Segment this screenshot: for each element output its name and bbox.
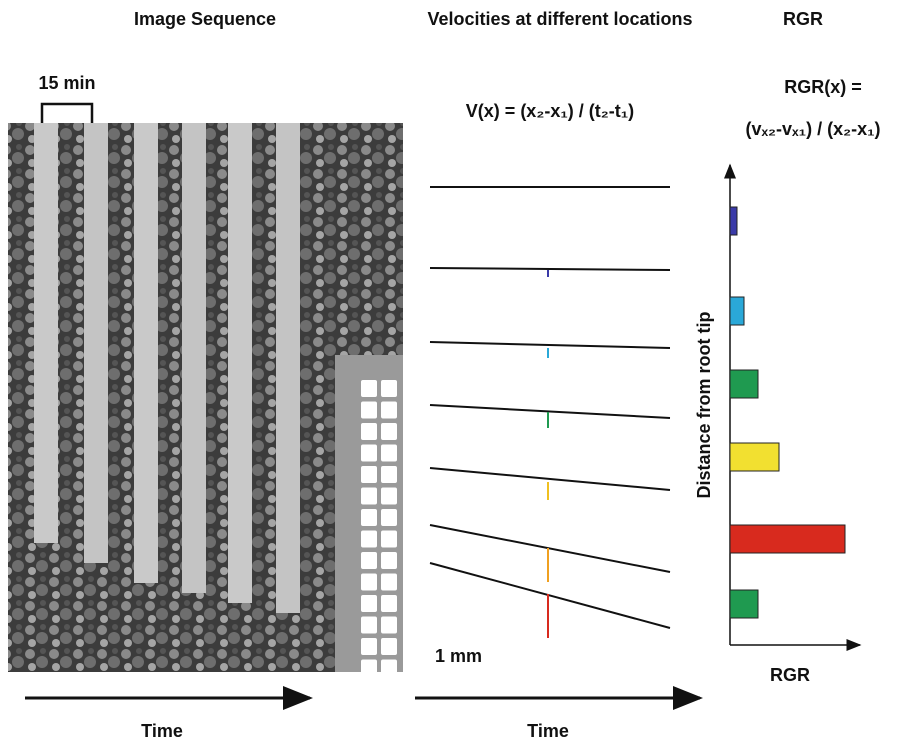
bar [729, 442, 780, 472]
grid-square [361, 466, 377, 483]
grid-square [381, 487, 397, 505]
grid-square [381, 423, 397, 440]
grid-square [361, 530, 377, 548]
grid-square [381, 466, 397, 483]
y-axis-label: Distance from root tip [694, 311, 714, 498]
grid-square [381, 444, 397, 462]
x-axis-label: Time [141, 721, 183, 741]
grid-square [381, 638, 397, 655]
grid-square [361, 638, 377, 655]
grid-square [361, 616, 377, 634]
bar [729, 369, 759, 399]
grid-square [361, 444, 377, 462]
grid-square [381, 401, 397, 419]
title: Velocities at different locations [427, 9, 692, 29]
formula: (vₓ₂-vₓ₁) / (x₂-x₁) [745, 119, 880, 139]
grid-square [361, 423, 377, 440]
grid-square [361, 380, 377, 397]
grid-square [381, 552, 397, 569]
grid-square [381, 595, 397, 612]
grid-square [381, 509, 397, 526]
grid-square [381, 380, 397, 397]
grid-square [381, 573, 397, 591]
image-sequence [8, 123, 403, 677]
grid-square [381, 616, 397, 634]
title: Image Sequence [134, 9, 276, 29]
formula: V(x) = (x₂-x₁) / (t₂-t₁) [466, 101, 634, 121]
grid-square [361, 573, 377, 591]
grid-square [361, 659, 377, 677]
grid-square [361, 595, 377, 612]
x-axis-label: RGR [770, 665, 810, 685]
grid-square [361, 552, 377, 569]
bracket [40, 102, 94, 123]
grid-square [361, 401, 377, 419]
position-lines [429, 186, 671, 629]
grid-square [381, 659, 397, 677]
bar [729, 296, 745, 326]
title: RGR [783, 9, 823, 29]
grid-square [361, 509, 377, 526]
x-axis-label: Time [527, 721, 569, 741]
bar [729, 524, 846, 554]
bar [729, 206, 738, 236]
grid-square [361, 487, 377, 505]
grid-square [381, 530, 397, 548]
scale-label: 1 mm [435, 646, 482, 666]
bar [729, 589, 759, 619]
interval-label: 15 min [38, 73, 95, 93]
formula: RGR(x) = [784, 77, 862, 97]
